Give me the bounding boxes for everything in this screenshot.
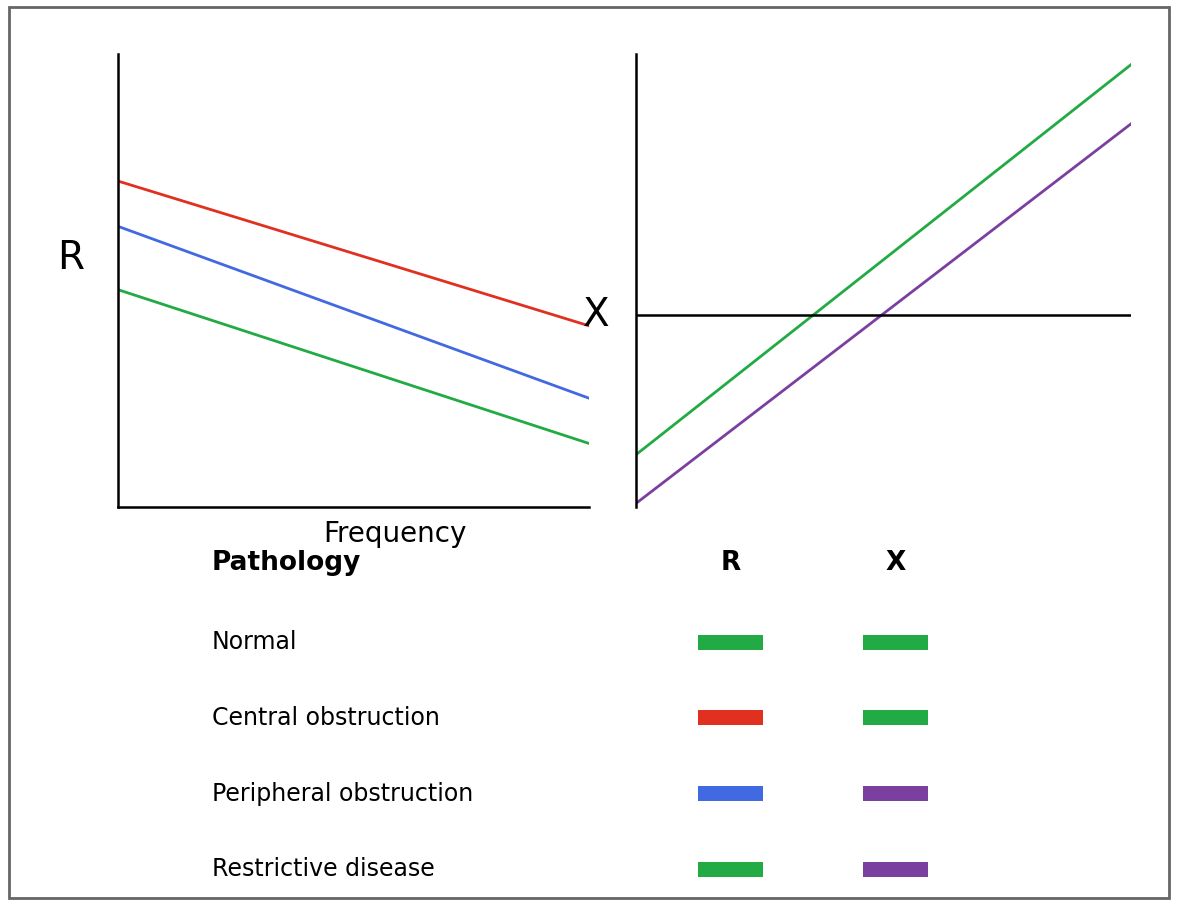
Text: R: R bbox=[720, 549, 741, 576]
Text: X: X bbox=[885, 549, 906, 576]
Text: Frequency: Frequency bbox=[323, 520, 466, 548]
Bar bbox=[697, 710, 763, 726]
Text: Restrictive disease: Restrictive disease bbox=[212, 857, 435, 881]
Bar bbox=[697, 786, 763, 801]
Bar bbox=[697, 862, 763, 877]
Bar bbox=[697, 634, 763, 650]
Bar bbox=[862, 786, 928, 801]
Text: Central obstruction: Central obstruction bbox=[212, 706, 439, 729]
Bar bbox=[862, 634, 928, 650]
Text: Pathology: Pathology bbox=[212, 549, 362, 576]
Bar bbox=[862, 862, 928, 877]
Text: Normal: Normal bbox=[212, 630, 298, 654]
Text: Peripheral obstruction: Peripheral obstruction bbox=[212, 782, 474, 805]
Bar bbox=[862, 710, 928, 726]
Text: X: X bbox=[583, 296, 610, 334]
Text: R: R bbox=[58, 239, 84, 277]
